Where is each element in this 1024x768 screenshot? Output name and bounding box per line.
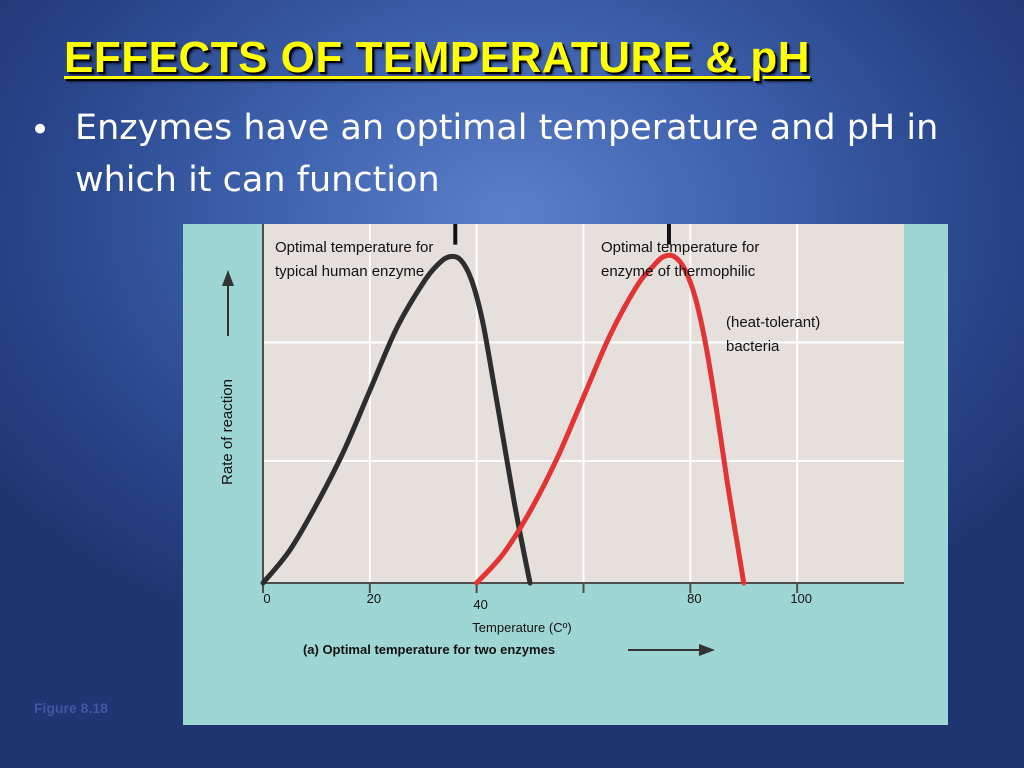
annotation-thermo-line2: enzyme of thermophilic: [601, 263, 756, 280]
temperature-chart: 0 20 40 80 100 Optimal temperature for typic…: [219, 224, 904, 657]
x-tick-label: 0: [263, 591, 270, 606]
annotation-human-line1: Optimal temperature for: [275, 239, 433, 256]
annotation-thermo-line4: bacteria: [726, 338, 780, 355]
x-axis-label: Temperature (Cº): [472, 620, 571, 635]
bullet-text: Enzymes have an optimal temperature and …: [75, 108, 939, 200]
series-curves: [260, 252, 747, 586]
annotation-thermo-line3: (heat-tolerant): [726, 314, 820, 331]
bullet-item: • Enzymes have an optimal temperature an…: [30, 102, 990, 206]
slide-title: EFFECTS OF TEMPERATURE & pH: [64, 33, 811, 82]
annotation-thermo-line1: Optimal temperature for: [601, 239, 759, 256]
y-axis-arrow: [222, 270, 234, 336]
x-tick-label: 100: [790, 591, 812, 606]
x-tick-label: 20: [367, 591, 381, 606]
figure-caption: Figure 8.18: [34, 700, 108, 716]
bullet-dot: •: [30, 110, 51, 150]
x-axis-arrow: [628, 644, 715, 656]
peak-markers: [453, 224, 671, 245]
x-tick-label: 40: [473, 597, 487, 612]
annotation-human-line2: typical human enzyme: [275, 263, 424, 280]
figure-panel: 0 20 40 80 100 Optimal temperature for typic…: [183, 224, 948, 725]
x-tick-label: 80: [687, 591, 701, 606]
y-axis-label: Rate of reaction: [219, 379, 236, 485]
chart-title: (a) Optimal temperature for two enzymes: [303, 642, 555, 657]
human-enzyme-curve: [260, 253, 533, 586]
x-ticks: 0 20 40 80 100: [262, 583, 812, 612]
thermophile-enzyme-curve: [474, 252, 747, 586]
